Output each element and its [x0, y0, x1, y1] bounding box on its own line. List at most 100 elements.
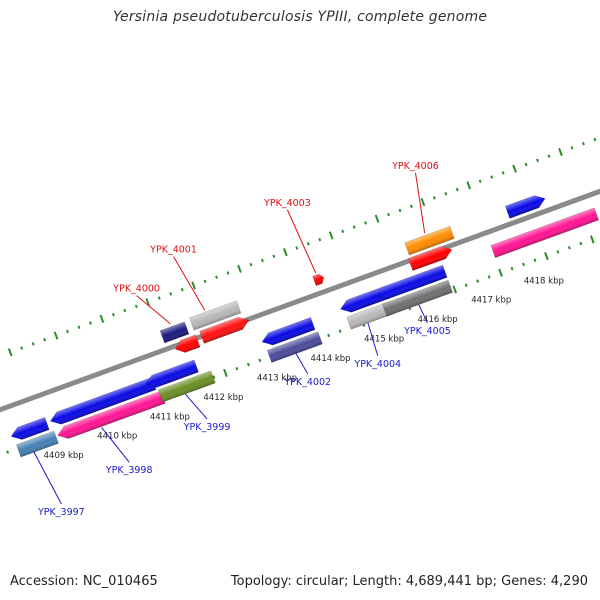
feature-track [10, 195, 600, 458]
genome-summary: Topology: circular; Length: 4,689,441 bp… [230, 574, 588, 589]
accession-text: Accession: NC_010465 [10, 574, 158, 589]
gene-arrow-ypk-4006-shade [404, 226, 455, 255]
minor-tick [327, 333, 331, 338]
gene-arrow-ypk-3999-shade [158, 370, 216, 403]
minor-tick [444, 191, 448, 196]
gene-arrow-right-b-shade [490, 207, 599, 258]
gene-arrow-ypk-4001-shade [189, 300, 241, 331]
leader-line [33, 451, 62, 505]
minor-tick [581, 141, 585, 146]
gene-label[interactable]: YPK_4002 [283, 377, 331, 388]
minor-tick [157, 296, 161, 300]
minor-tick [387, 212, 390, 217]
minor-tick [77, 325, 81, 329]
gene-arrow-ypk-3997-shade [16, 431, 59, 457]
kbp-label: 4417 kbp [471, 296, 511, 306]
minor-tick [455, 187, 459, 192]
leader-line [101, 427, 130, 463]
major-tick [99, 314, 105, 323]
minor-tick [226, 271, 230, 275]
minor-tick [524, 162, 528, 167]
minor-tick [318, 237, 322, 242]
gene-arrow-4002a-shade [262, 317, 316, 346]
leader-line [414, 172, 426, 234]
minor-tick [272, 254, 276, 259]
minor-tick [338, 329, 342, 333]
gene-label[interactable]: YPK_4006 [391, 161, 439, 172]
major-tick [466, 181, 472, 190]
minor-tick [409, 204, 413, 208]
major-tick [589, 235, 595, 244]
minor-tick [593, 137, 597, 142]
gene-label[interactable]: YPK_4003 [263, 198, 311, 209]
minor-tick [258, 358, 262, 363]
minor-tick [123, 308, 127, 313]
gene-arrow-ypk-3998-shade [57, 391, 166, 439]
minor-tick [341, 229, 345, 234]
major-tick [145, 298, 151, 307]
gene-arrow-right-shade [505, 195, 546, 219]
minor-tick [556, 250, 560, 254]
gene-label[interactable]: YPK_4000 [112, 284, 160, 295]
major-tick [420, 197, 426, 207]
minor-tick [134, 304, 138, 309]
minor-tick [111, 312, 115, 317]
major-tick [328, 231, 334, 240]
minor-tick [522, 262, 525, 267]
minor-tick [180, 287, 184, 292]
leader-line [418, 304, 428, 323]
minor-tick [432, 196, 436, 200]
gene-arrow-4000b-shade [175, 334, 201, 353]
minor-tick [487, 275, 491, 279]
kbp-label: 4411 kbp [150, 413, 190, 423]
leader-line [184, 393, 208, 420]
minor-tick [579, 241, 583, 246]
major-tick [53, 331, 59, 340]
minor-tick [6, 450, 10, 454]
gene-arrow-4006b-shade [408, 246, 452, 271]
kbp-label: 4412 kbp [203, 393, 243, 403]
minor-tick [260, 258, 264, 263]
gene-arrow-4004b-shade [346, 301, 395, 330]
gene-arrow-ypk-4005-shade [377, 265, 448, 299]
gene-label[interactable]: YPK_4004 [353, 359, 401, 370]
minor-tick [169, 292, 173, 296]
gene-label[interactable]: YPK_4001 [149, 245, 197, 256]
minor-tick [246, 362, 250, 367]
outer-tick-track [0, 137, 597, 359]
map-content: 4409 kbp 4410 kbp 4411 kbp 4412 kbp 4413 kbp… [0, 137, 600, 518]
minor-tick [464, 283, 468, 288]
gene-label[interactable]: YPK_3998 [105, 465, 153, 476]
minor-tick [510, 266, 514, 271]
gene-label[interactable]: YPK_3997 [37, 507, 85, 518]
gene-label[interactable]: YPK_3999 [183, 422, 231, 433]
minor-tick [476, 279, 480, 283]
major-tick [452, 285, 458, 294]
minor-tick [88, 321, 92, 325]
minor-tick [398, 208, 402, 213]
minor-tick [478, 179, 482, 183]
major-tick [223, 368, 228, 377]
major-tick [512, 164, 517, 173]
gene-arrow-ypk-4000-shade [160, 321, 189, 343]
minor-tick [295, 246, 299, 250]
minor-tick [533, 258, 537, 262]
map-title: Yersinia pseudotuberculosis YPIII, compl… [112, 9, 488, 25]
major-tick [498, 268, 503, 277]
gene-arrow-3999a-shade [145, 359, 199, 388]
gene-arrow-ypk-4002-shade [267, 331, 323, 363]
gene-label[interactable]: YPK_4005 [403, 326, 451, 337]
minor-tick [306, 242, 310, 246]
minor-tick [249, 262, 253, 267]
leader-line [173, 256, 206, 311]
major-tick [544, 251, 549, 261]
gene-arrow-ypk-4004-shade [340, 285, 390, 313]
minor-tick [352, 225, 356, 229]
major-tick [191, 281, 196, 290]
minor-tick [203, 279, 207, 284]
kbp-label: 4409 kbp [44, 451, 84, 461]
minor-tick [536, 158, 540, 163]
minor-tick [66, 329, 69, 334]
kbp-label: 4414 kbp [311, 354, 351, 364]
